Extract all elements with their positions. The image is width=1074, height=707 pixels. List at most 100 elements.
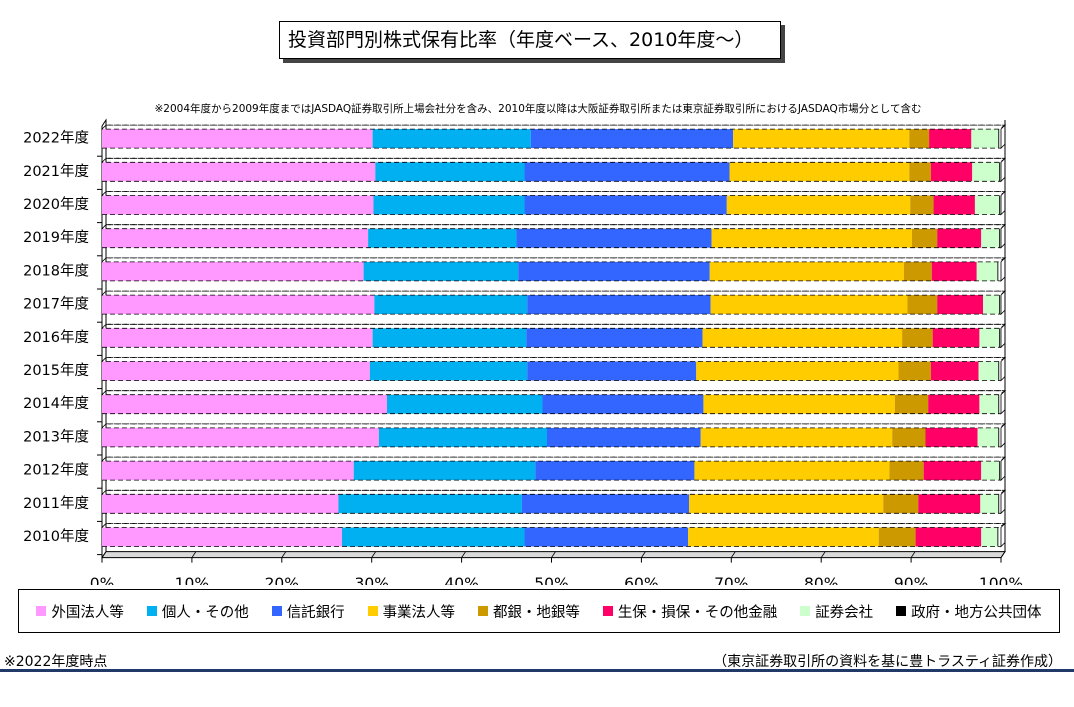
bar-segment xyxy=(999,195,1001,215)
bar-segment xyxy=(915,527,982,547)
bar-segment xyxy=(700,427,893,447)
y-tick-label: 2013年度 xyxy=(23,428,89,445)
bar-segment xyxy=(703,394,895,414)
legend-label: 証券会社 xyxy=(815,604,874,621)
bar-segment xyxy=(729,162,910,182)
bar-segment xyxy=(981,527,998,547)
bar-segment xyxy=(999,461,1001,481)
legend-swatch xyxy=(146,606,157,616)
bar-segment xyxy=(373,195,525,215)
bar-segment xyxy=(928,394,980,414)
bar-segment xyxy=(102,195,374,215)
bar-segment xyxy=(902,328,933,348)
stacked-bar-chart: ※2004年度から2009年度まではJASDAQ証券取引所上場会社分を含み、20… xyxy=(23,102,1023,585)
bar-segment xyxy=(521,494,690,514)
legend-swatch xyxy=(602,606,613,616)
bar-segment xyxy=(711,228,912,248)
y-tick-label: 2015年度 xyxy=(23,362,89,379)
y-tick-label: 2022年度 xyxy=(23,130,89,147)
bar-segment xyxy=(923,461,982,481)
bar-segment xyxy=(363,261,519,281)
plot-area: 0% 10% 20% 30% 40% 50% 60% 70% 80% 90% 100% 2022年度 2… xyxy=(23,118,1023,585)
bar-top-edge xyxy=(101,257,1007,263)
bar-segment xyxy=(997,261,999,281)
x-tick-diag xyxy=(730,551,736,558)
bar-segment xyxy=(980,494,999,514)
source-note: （東京証券取引所の資料を基に豊トラスティ証券作成） xyxy=(713,654,1062,670)
bar-segment xyxy=(898,361,931,381)
bar-segment xyxy=(733,129,910,149)
x-tick-label: 30% xyxy=(354,575,388,585)
bar-segment xyxy=(530,129,734,149)
bar-top-edge xyxy=(101,357,1007,362)
bar-segment xyxy=(102,261,364,281)
bar-segment xyxy=(342,527,525,547)
bar-segment xyxy=(542,394,704,414)
bar-top-edge xyxy=(101,489,1007,495)
legend-item: 信託銀行 xyxy=(271,601,345,622)
bar-segment xyxy=(372,129,531,149)
x-tick-diag xyxy=(820,551,826,558)
x-tick-label: 60% xyxy=(624,575,658,585)
bar-segment xyxy=(925,427,978,447)
bar-segment xyxy=(979,328,1000,348)
bar-segment xyxy=(932,328,980,348)
bar-end-cap xyxy=(1000,422,1006,448)
legend: 外国法人等 個人・その他 信託銀行 事業法人等 都銀・地銀等 生保・損保・その他金融 証券会… xyxy=(18,589,1060,633)
bar-top-edge xyxy=(101,290,1007,296)
bar-top-edge xyxy=(101,390,1007,396)
x-tick-label: 100% xyxy=(979,575,1023,585)
bar-segment xyxy=(338,494,522,514)
bar-segment xyxy=(516,228,712,248)
legend-item: 外国法人等 xyxy=(36,601,124,622)
bar-segment xyxy=(911,228,938,248)
bar-segment xyxy=(933,195,975,215)
bar-segment xyxy=(929,129,972,149)
legend-item: 事業法人等 xyxy=(367,601,455,622)
bar-segment xyxy=(375,162,525,182)
bar-segment xyxy=(689,494,884,514)
bar-top-edge xyxy=(101,456,1007,462)
y-tick-label: 2012年度 xyxy=(23,462,89,479)
bar-end-cap xyxy=(1000,157,1006,183)
bar-end-cap xyxy=(1000,522,1006,548)
footnote: ※2022年度時点 xyxy=(4,654,108,670)
legend-swatch xyxy=(271,606,282,616)
bar-end-cap xyxy=(1000,256,1006,282)
bar-segment xyxy=(930,361,979,381)
bar-end-cap xyxy=(1000,190,1006,216)
bar-segment xyxy=(910,195,934,215)
bar-segment xyxy=(889,461,924,481)
x-tick-diag xyxy=(371,551,377,558)
bar-segment xyxy=(909,162,931,182)
chart-title: 投資部門別株式保有比率（年度ベース、2010年度～） xyxy=(279,21,781,59)
bar-segment xyxy=(907,295,938,315)
y-tick-label: 2021年度 xyxy=(23,163,89,180)
x-tick-diag xyxy=(910,551,916,558)
bar-segment xyxy=(918,494,981,514)
bar-segment xyxy=(702,328,903,348)
bar-top-edge xyxy=(101,124,1007,130)
bar-segment xyxy=(937,295,984,315)
bar-segment xyxy=(999,162,1001,182)
bar-segment xyxy=(998,394,1000,414)
bar-end-cap xyxy=(1000,223,1006,249)
legend-label: 生保・損保・その他金融 xyxy=(617,604,778,621)
bar-segment xyxy=(971,129,999,149)
bar-segment xyxy=(102,328,373,348)
bar-segment xyxy=(102,427,379,447)
bar-end-cap xyxy=(1000,389,1006,415)
legend-swatch xyxy=(367,606,378,616)
bar-segment xyxy=(102,527,343,547)
bar-segment xyxy=(535,461,695,481)
bar-segment xyxy=(694,461,890,481)
x-tick-diag xyxy=(551,551,556,558)
x-tick-label: 0% xyxy=(90,575,115,585)
x-tick-diag xyxy=(461,551,466,558)
legend-item: 生保・損保・その他金融 xyxy=(602,601,778,622)
bar-top-edge xyxy=(101,423,1007,429)
bar-segment xyxy=(102,129,373,149)
bar-segment xyxy=(102,461,354,481)
bar-segment xyxy=(102,228,369,248)
bar-segment xyxy=(102,162,376,182)
